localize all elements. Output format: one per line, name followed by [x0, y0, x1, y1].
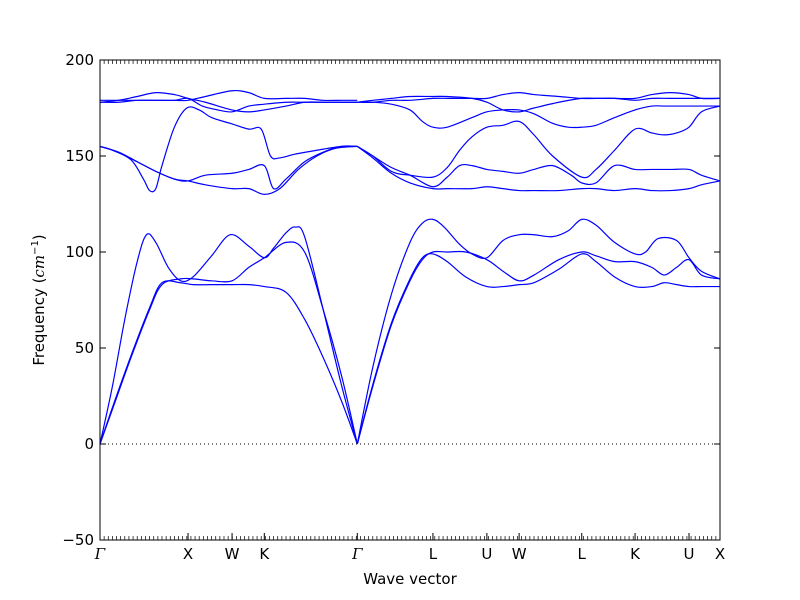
- band-line-6: [357, 219, 720, 444]
- x-tick-label: W: [512, 545, 527, 563]
- band-lines: [100, 91, 720, 444]
- band-line-8: [100, 146, 357, 189]
- x-tick-label: Γ: [94, 545, 106, 563]
- y-axis-label-prefix: Frequency (: [30, 278, 48, 366]
- y-axis-label-exp: −1: [30, 240, 41, 255]
- x-tick-label: K: [630, 545, 641, 563]
- y-ticks: −50 0 50 100 150 200: [62, 51, 720, 549]
- x-tick-label: W: [225, 545, 240, 563]
- band-line-1: [100, 242, 357, 444]
- x-tick-label: L: [578, 545, 587, 563]
- band-line-2: [100, 281, 357, 444]
- band-line-18: [357, 102, 720, 128]
- x-tick-label: X: [183, 545, 193, 563]
- x-tick-label: U: [481, 545, 492, 563]
- band-line-14: [357, 146, 720, 186]
- y-tick-label: 50: [75, 339, 94, 357]
- x-tick-label: Γ: [351, 545, 363, 563]
- x-tick-label: U: [684, 545, 695, 563]
- band-line-17: [357, 96, 720, 112]
- band-line-5: [357, 254, 720, 444]
- x-tick-label: X: [715, 545, 725, 563]
- band-line-13: [357, 106, 720, 178]
- plot-frame: [100, 60, 720, 540]
- y-tick-label: 200: [65, 51, 94, 69]
- y-axis-label-suffix: ): [30, 234, 48, 240]
- y-tick-label: 100: [65, 243, 94, 261]
- y-axis-label-unit: cm: [30, 255, 48, 278]
- band-line-16: [357, 93, 720, 103]
- band-line-7: [100, 107, 357, 192]
- x-axis-label: Wave vector: [363, 570, 457, 588]
- x-tick-label: L: [429, 545, 438, 563]
- x-tick-label: K: [259, 545, 270, 563]
- y-tick-label: −50: [62, 531, 94, 549]
- y-tick-label: 150: [65, 147, 94, 165]
- y-axis-label: Frequency (cm−1): [30, 234, 48, 365]
- y-tick-label: 0: [84, 435, 94, 453]
